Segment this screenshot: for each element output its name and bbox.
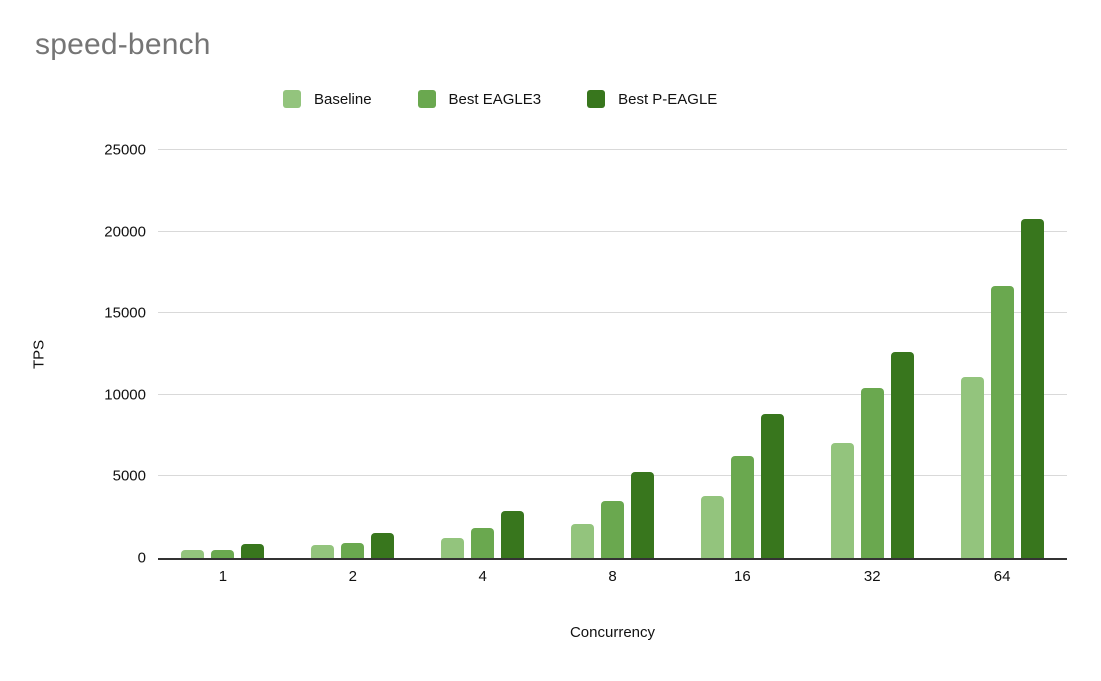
bar: [700, 495, 724, 558]
bar: [371, 532, 395, 558]
legend-swatch-icon: [417, 90, 436, 108]
bar-group-64: [937, 150, 1067, 558]
bar: [830, 442, 854, 558]
y-tick-label: 5000: [112, 467, 146, 485]
bar: [960, 376, 984, 558]
chart-title: speed-bench: [35, 28, 211, 61]
y-tick-label: 0: [137, 549, 146, 567]
bar: [860, 388, 884, 558]
bar-group-32: [807, 150, 937, 558]
legend-item: Baseline: [283, 90, 372, 108]
x-tick-label: 4: [478, 568, 487, 585]
plot-area: [158, 149, 1067, 560]
legend-item: Best EAGLE3: [417, 90, 542, 108]
bar: [760, 413, 784, 558]
x-axis-tick-labels: 1 2 4 8 16 32 64: [158, 568, 1067, 585]
bar: [730, 456, 754, 558]
bar: [311, 544, 335, 558]
y-tick-label: 10000: [104, 386, 146, 404]
bar-group-16: [677, 150, 807, 558]
legend-swatch-icon: [587, 90, 606, 108]
gridline: [158, 149, 1067, 150]
gridline: [158, 312, 1067, 314]
bar: [471, 527, 495, 558]
legend-label: Baseline: [314, 90, 372, 108]
y-tick-label: 25000: [104, 141, 146, 159]
legend-label: Best EAGLE3: [448, 90, 542, 108]
legend: Baseline Best EAGLE3 Best P-EAGLE: [283, 90, 717, 108]
bar: [211, 550, 235, 558]
bar: [441, 538, 465, 558]
x-axis-title: Concurrency: [569, 624, 656, 641]
bar-group-8: [548, 150, 678, 558]
bar: [341, 543, 365, 558]
bar: [241, 544, 265, 558]
x-tick-label: 2: [348, 568, 357, 585]
bar: [631, 472, 654, 558]
bar: [601, 500, 624, 558]
gridline: [158, 230, 1067, 232]
bar-group-4: [418, 150, 548, 558]
bar-group-2: [288, 150, 418, 558]
bar-groups: [158, 150, 1067, 558]
y-axis-tick-labels: 0 5000 10000 15000 20000 25000: [0, 142, 146, 567]
legend-swatch-icon: [283, 90, 301, 108]
bar: [501, 510, 525, 558]
y-tick-label: 15000: [104, 304, 146, 322]
x-tick-label: 8: [608, 568, 617, 585]
x-tick-label: 1: [218, 568, 228, 585]
legend-item: Best P-EAGLE: [587, 90, 717, 108]
bar: [990, 286, 1014, 558]
gridline: [158, 393, 1067, 395]
bar: [181, 549, 205, 558]
x-tick-label: 64: [993, 568, 1011, 585]
x-tick-label: 32: [863, 568, 881, 585]
gridline: [158, 475, 1067, 477]
bar: [890, 351, 914, 558]
bar-group-1: [158, 150, 288, 558]
y-tick-label: 20000: [104, 223, 146, 241]
x-tick-label: 16: [734, 568, 751, 585]
legend-label: Best P-EAGLE: [618, 90, 718, 108]
bar: [1020, 218, 1044, 558]
bar: [571, 523, 594, 558]
